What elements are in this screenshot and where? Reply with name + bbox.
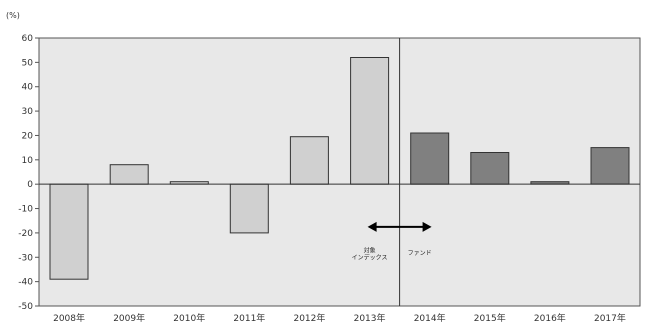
- x-tick-label: 2015年: [474, 312, 506, 324]
- y-tick-label: -30: [18, 253, 33, 263]
- y-axis-unit-label: (%): [6, 11, 20, 20]
- x-tick-label: 2017年: [594, 312, 626, 324]
- bar-2008年: [49, 183, 89, 280]
- x-tick-label: 2014年: [414, 312, 446, 324]
- bar-2014年: [410, 132, 450, 185]
- bar-2009年: [109, 164, 149, 185]
- bar-2011年: [229, 183, 269, 234]
- y-tick-label: 30: [22, 107, 34, 117]
- y-tick-label: 50: [22, 58, 34, 68]
- y-tick-label: -40: [18, 278, 33, 288]
- x-tick-label: 2016年: [534, 312, 566, 324]
- x-tick-label: 2011年: [233, 312, 265, 324]
- x-tick-label: 2008年: [53, 312, 85, 324]
- y-tick-label: -50: [18, 302, 33, 312]
- annotation-fund: ファンド: [408, 250, 432, 257]
- double-arrow-icon: [367, 221, 432, 232]
- annotation-target-index-line2: インデックス: [352, 254, 388, 262]
- bar-2013年: [350, 57, 390, 185]
- y-tick-label: 0: [27, 180, 33, 190]
- y-tick-label: 20: [22, 131, 34, 141]
- y-tick-label: -10: [18, 205, 33, 215]
- x-tick-label: 2012年: [293, 312, 325, 324]
- y-tick-label: 40: [22, 83, 34, 93]
- y-tick-label: 10: [22, 156, 34, 166]
- bar-2017年: [590, 147, 630, 185]
- x-tick-label: 2010年: [173, 312, 205, 324]
- x-tick-label: 2009年: [113, 312, 145, 324]
- x-tick-label: 2013年: [354, 312, 386, 324]
- bar-2015年: [470, 152, 510, 185]
- y-tick-label: -20: [18, 229, 33, 239]
- bar-2012年: [289, 136, 329, 185]
- y-tick-label: 60: [22, 34, 34, 44]
- annotation-target-index-line1: 対象: [364, 246, 376, 254]
